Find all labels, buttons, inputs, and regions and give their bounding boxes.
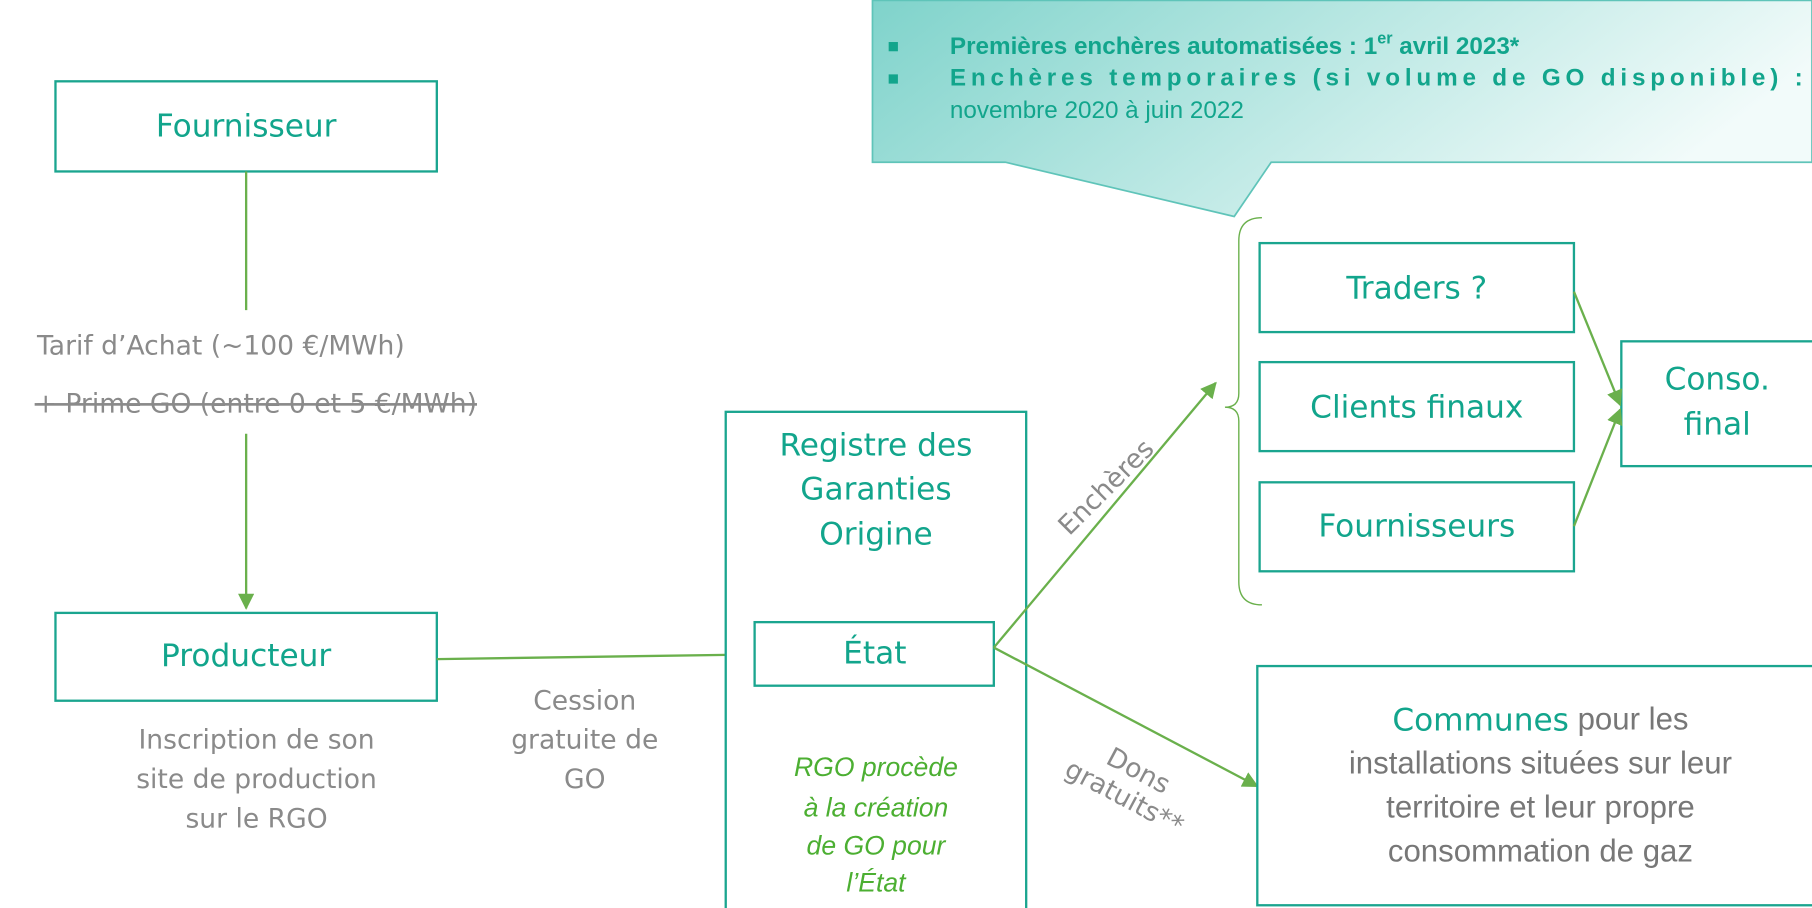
arrow: [1572, 408, 1623, 527]
box: [753, 620, 995, 687]
box: [54, 80, 438, 173]
text: Communes: [1392, 703, 1569, 739]
label: Cession: [533, 685, 636, 716]
text: Premières enchères automatisées : 1: [950, 33, 1377, 60]
label: GO: [564, 764, 605, 795]
label: Fournisseurs: [1318, 508, 1515, 544]
box: [1258, 241, 1576, 334]
label: site de production: [136, 764, 377, 795]
callout-text: Premières enchères automatisées : 1er av…: [950, 30, 1520, 60]
text: pour les: [1569, 702, 1689, 737]
label: Enchères: [1052, 433, 1160, 541]
label: + Prime GO (entre 0 et 5 €/MWh): [35, 388, 477, 419]
box: [1256, 664, 1812, 907]
label: final: [1684, 407, 1751, 443]
label: installations situées sur leur: [1349, 746, 1732, 781]
label: territoire et leur propre: [1386, 790, 1695, 825]
label: Garanties: [800, 471, 951, 507]
note: à la création: [804, 792, 949, 822]
label: Conso.: [1665, 362, 1770, 398]
label: Traders ?: [1345, 270, 1487, 306]
box: [54, 611, 438, 702]
label: sur le RGO: [185, 803, 327, 834]
box: [1620, 340, 1812, 468]
label: Tarif d’Achat (~100 €/MWh): [36, 331, 405, 362]
label: État: [843, 633, 906, 671]
label: gratuite de: [511, 725, 658, 756]
bullet: [888, 74, 898, 84]
box: [1258, 360, 1576, 453]
label: Clients finaux: [1310, 389, 1523, 425]
arrow: [993, 646, 1259, 788]
text: avril 2023*: [1393, 33, 1520, 60]
note: l’État: [846, 867, 907, 897]
label: Inscription de son: [138, 725, 374, 756]
label: Communes pour les: [1392, 702, 1688, 739]
arrow: [992, 381, 1217, 649]
cession: Cession gratuite de GO: [511, 685, 658, 795]
callout-text: novembre 2020 à juin 2022: [950, 97, 1244, 124]
arrow: [436, 646, 754, 663]
box: [1258, 481, 1576, 573]
sup: er: [1377, 30, 1393, 48]
arrow: [1572, 291, 1623, 407]
brace: [1224, 216, 1262, 606]
label: Producteur: [161, 638, 331, 674]
callout-text: Enchères temporaires (si volume de GO di…: [950, 64, 1803, 91]
label: Origine: [819, 516, 932, 552]
bullet: [888, 42, 898, 52]
label: consommation de gaz: [1388, 833, 1693, 868]
label: Registre des: [780, 427, 973, 463]
note: RGO procède: [794, 752, 958, 782]
callout: [871, 0, 1812, 218]
note: de GO pour: [807, 831, 947, 861]
inscription: Inscription de son site de production su…: [136, 725, 377, 835]
dons: Dons gratuits**: [1060, 742, 1189, 842]
label: Fournisseur: [156, 109, 337, 145]
